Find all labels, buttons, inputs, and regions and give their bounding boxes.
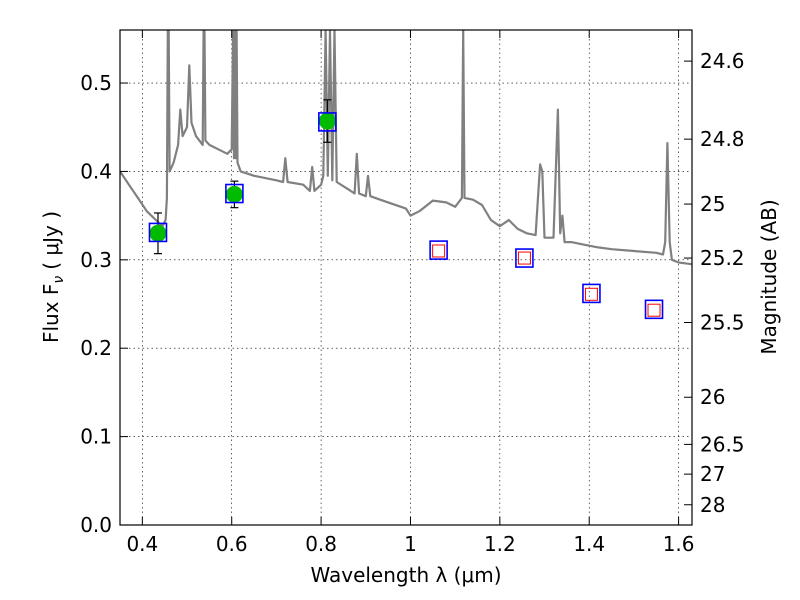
data-layer — [120, 30, 692, 320]
right-tick-label: 25 — [700, 192, 725, 216]
y-tick-label: 0.2 — [80, 336, 112, 360]
x-tick-label: 1.6 — [663, 532, 695, 556]
x-tick-label: 0.8 — [305, 532, 337, 556]
x-tick-label: 0.6 — [216, 532, 248, 556]
upper-limit-point — [647, 303, 661, 317]
x-tick-label: 0.4 — [126, 532, 158, 556]
upper-limit-point — [584, 287, 598, 301]
model-photometry-point — [225, 183, 244, 204]
x-tick-label: 1.4 — [573, 532, 605, 556]
right-tick-label: 24.8 — [700, 127, 745, 151]
right-tick-label: 24.6 — [700, 49, 745, 73]
y-axis-label-right: Magnitude (AB) — [757, 199, 781, 354]
y-tick-label: 0.4 — [80, 159, 112, 183]
detection-point — [318, 112, 336, 130]
right-tick-label: 26.5 — [700, 432, 745, 456]
grid — [120, 30, 692, 526]
right-tick-label: 25.2 — [700, 246, 745, 270]
y-tick-label: 0.3 — [80, 248, 112, 272]
ticks: 0.4 0.6 0.8 1 1.2 1.4 1.6 0.0 0.1 0.2 0.3 0.4 0.5 24.… — [80, 30, 745, 556]
detection-point — [225, 185, 243, 203]
plot-frame — [119, 29, 693, 526]
upper-limit-point — [517, 251, 531, 265]
model-photometry-point — [582, 283, 601, 304]
x-tick-label: 1.2 — [484, 532, 516, 556]
model-photometry-point — [318, 112, 337, 132]
detection-point — [149, 224, 167, 242]
model-photometry-point — [515, 248, 534, 268]
y-axis-label-left: Flux Fν( μJy ) — [39, 211, 67, 343]
right-tick-label: 25.5 — [700, 311, 745, 335]
model-photometry-point — [429, 240, 448, 260]
y-axis-label-subscript: ν — [51, 276, 67, 284]
y-tick-label: 0.1 — [80, 425, 112, 449]
right-tick-label: 26 — [700, 385, 725, 409]
upper-limit-point — [432, 244, 446, 258]
model-photometry-point — [148, 222, 168, 243]
model-photometry-point — [644, 299, 664, 320]
x-axis-label: Wavelength λ (μm) — [310, 563, 501, 587]
right-tick-label: 28 — [700, 493, 725, 517]
x-tick-label: 1 — [404, 532, 417, 556]
y-tick-label: 0.0 — [80, 513, 112, 537]
y-tick-label: 0.5 — [80, 71, 112, 95]
sed-line — [120, 30, 692, 266]
right-tick-label: 27 — [700, 462, 725, 486]
